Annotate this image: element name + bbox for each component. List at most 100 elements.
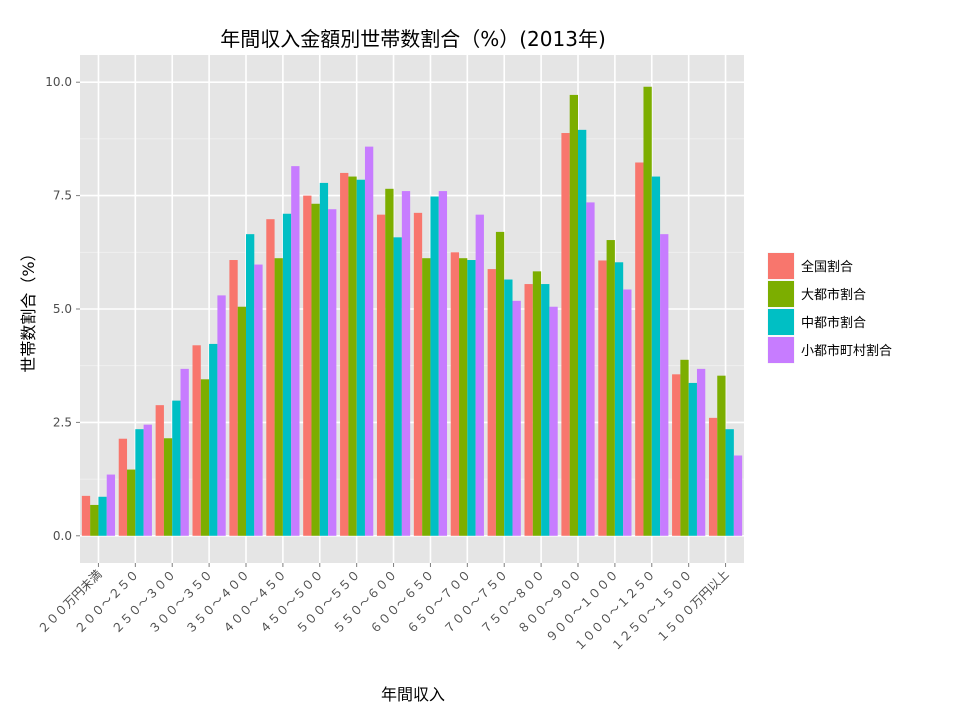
legend-key-swatch <box>768 309 794 335</box>
bar <box>356 179 365 536</box>
minor-gridlines <box>80 138 744 480</box>
y-tick-label: 2.5 <box>53 415 72 429</box>
bar <box>319 182 329 536</box>
bar <box>614 262 624 536</box>
bar <box>328 209 337 536</box>
bar <box>118 438 128 536</box>
x-tick-label: ３００～３５０ <box>146 567 215 636</box>
bar <box>393 237 402 536</box>
x-tick-label: ４５０～５００ <box>257 567 326 636</box>
x-tick-label: ３５０～４００ <box>183 567 252 636</box>
bar <box>192 345 201 536</box>
y-tick-label: 10.0 <box>45 75 72 89</box>
bar <box>450 252 460 536</box>
bar <box>512 300 521 536</box>
bar <box>246 234 255 536</box>
bar <box>266 219 275 536</box>
bar <box>606 240 615 536</box>
bar <box>209 343 218 536</box>
bar <box>180 368 189 536</box>
bar <box>438 191 448 536</box>
x-tick-label: ５００～５５０ <box>293 567 362 636</box>
bar <box>561 133 570 536</box>
bar <box>237 306 246 536</box>
bar <box>643 86 652 536</box>
chart-title: 年間収入金額別世帯数割合（%）(2013年) <box>220 27 606 51</box>
x-tick-label: ５５０～６００ <box>330 567 399 636</box>
bar <box>217 295 226 536</box>
x-tick-label: ７００～７５０ <box>441 567 510 636</box>
legend-key-swatch <box>768 281 794 307</box>
bar <box>364 146 374 536</box>
bar <box>672 374 681 536</box>
bar <box>623 289 632 536</box>
x-axis-title: 年間収入 <box>381 685 445 704</box>
bar <box>549 306 558 536</box>
bar <box>172 400 181 536</box>
bar <box>495 231 505 536</box>
bar <box>348 176 357 536</box>
bar <box>401 191 411 536</box>
y-tick-label: 5.0 <box>53 302 72 316</box>
bar <box>430 196 439 536</box>
x-tick-label: ７５０～８００ <box>478 567 547 636</box>
bar <box>475 214 484 536</box>
bar <box>98 496 107 536</box>
x-tick-label: ４００～４５０ <box>220 567 289 636</box>
bar <box>733 455 743 536</box>
bar <box>725 429 734 536</box>
legend-label: 小都市町村割合 <box>801 343 892 359</box>
bar <box>598 260 607 536</box>
bar <box>81 495 91 536</box>
bar <box>163 438 173 536</box>
bar <box>651 176 661 536</box>
bar <box>229 260 238 536</box>
bars <box>81 86 743 536</box>
bar <box>155 405 164 536</box>
bar <box>376 214 386 536</box>
y-tick-label: 7.5 <box>53 189 72 203</box>
bar <box>311 203 320 536</box>
bar <box>717 375 726 536</box>
bar <box>524 284 533 536</box>
bar <box>90 504 99 536</box>
bar <box>127 469 136 536</box>
x-tick-label: ８００～９００ <box>515 567 584 636</box>
bar <box>487 269 496 536</box>
bar <box>708 417 718 536</box>
x-tick-label: ２５０～３００ <box>109 567 178 636</box>
legend-key-swatch <box>768 253 794 279</box>
legend-label: 大都市割合 <box>801 287 866 303</box>
bar <box>680 359 689 536</box>
x-tick-label: ２００～２５０ <box>72 567 141 636</box>
bar <box>635 162 644 536</box>
legend-label: 中都市割合 <box>801 315 866 331</box>
bar <box>422 258 431 536</box>
x-axis-ticks: ２００万円未満２００～２５０２５０～３００３００～３５０３５０～４００４００～４… <box>35 563 732 653</box>
bar <box>578 129 587 536</box>
bar <box>467 260 476 536</box>
x-tick-label: ６００～６５０ <box>367 567 436 636</box>
bar <box>660 234 669 536</box>
bar <box>541 284 550 536</box>
bar <box>504 279 513 536</box>
bar <box>291 166 300 536</box>
bar <box>688 382 697 536</box>
bar <box>385 188 394 536</box>
legend-label: 全国割合 <box>801 259 853 275</box>
bar <box>274 258 283 536</box>
bar <box>340 172 349 536</box>
y-tick-label: 0.0 <box>53 529 72 543</box>
bar <box>282 213 292 536</box>
x-tick-label: ２００万円未満 <box>35 567 104 636</box>
bar <box>569 94 578 536</box>
bar <box>532 271 542 536</box>
bar <box>254 264 263 536</box>
legend-key-swatch <box>768 337 794 363</box>
bar <box>459 258 468 536</box>
bar <box>586 202 595 536</box>
x-tick-label: ６５０～７００ <box>404 567 473 636</box>
bar <box>143 424 152 536</box>
